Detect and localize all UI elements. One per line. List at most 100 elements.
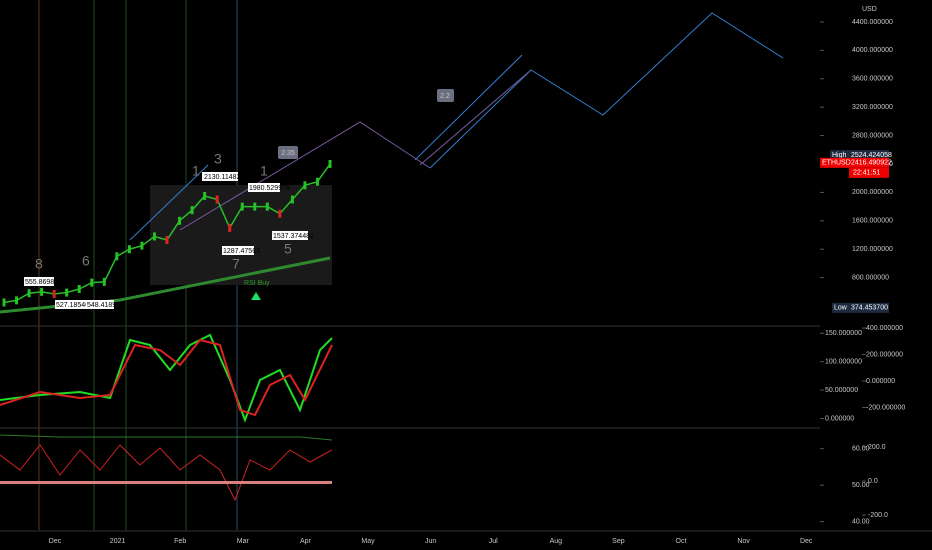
candle	[190, 206, 194, 215]
wave-label: 7	[232, 256, 240, 272]
y-tick-label: 4400.000000	[852, 19, 893, 26]
y-tick-label: 4000.000000	[852, 47, 893, 54]
y2-tick-label: 150.000000	[825, 330, 862, 337]
y-tick-label: 200.0	[868, 444, 886, 451]
buy-arrow	[251, 292, 261, 300]
y2-tick-label: 50.000000	[825, 387, 858, 394]
candle	[278, 209, 282, 218]
tag-value: 374.453700	[851, 305, 888, 312]
candle	[90, 278, 94, 287]
price-note: 527.185400	[56, 302, 93, 309]
y2-tick-label: 40.00	[852, 518, 870, 525]
candle	[15, 296, 19, 305]
price-note: 1980.529978	[249, 185, 290, 192]
wave-label: 5	[284, 241, 292, 257]
candle	[40, 287, 44, 296]
currency-label: USD	[862, 6, 877, 13]
name-tag	[830, 150, 849, 161]
x-tick-label: Dec	[800, 538, 813, 545]
annotations: 2.2 2.35 2130.114822 1980.529978 1287.47…	[24, 89, 454, 309]
candle	[215, 195, 219, 204]
y-tick-label: -200.0	[868, 512, 888, 519]
x-tick-label: Nov	[737, 538, 750, 545]
wave-label: 3	[214, 151, 222, 167]
y-tick-label: 2000.000000	[852, 189, 893, 196]
x-tick-label: May	[361, 538, 375, 545]
y-tick-label: 1600.000000	[852, 218, 893, 225]
time-tag	[849, 167, 889, 178]
price-note: 548.418945	[87, 302, 124, 309]
projections	[0, 12, 784, 314]
y-tick-label: 1200.000000	[852, 246, 893, 253]
wave-label: 1	[192, 163, 200, 179]
y2-tick-label: 50.00	[852, 482, 870, 489]
candle	[102, 277, 106, 286]
x-tick-label: Sep	[612, 538, 625, 545]
candle	[328, 159, 332, 168]
name-tag	[820, 157, 849, 168]
candle	[290, 195, 294, 204]
x-tick-label: Jun	[425, 538, 436, 545]
y-tick-label: 400.000000	[866, 325, 903, 332]
price-note: 1287.47563	[223, 248, 260, 255]
y-tick-label: -200.000000	[866, 404, 905, 411]
fib-label: 2.35	[281, 150, 295, 157]
wave-label: 1	[260, 163, 268, 179]
price-tag	[849, 157, 889, 168]
price-note: 2130.114822	[204, 174, 244, 181]
y-tick-label: 2800.000000	[852, 132, 893, 139]
tag-name: Low	[834, 305, 848, 312]
candle	[140, 241, 144, 250]
y-tick-label: 200.000000	[866, 351, 903, 358]
pane1-lines	[0, 333, 333, 423]
candle	[240, 202, 244, 211]
candle	[303, 181, 307, 190]
x-tick-label: Jul	[489, 538, 498, 545]
tag-name: High	[832, 152, 847, 159]
candle	[315, 177, 319, 186]
wave-label: 8	[35, 256, 43, 272]
price-note: 555.869813	[25, 279, 62, 286]
y-tick-label: 800.000000	[852, 274, 889, 281]
candle	[152, 232, 156, 241]
x-tick-label: 2021	[110, 538, 126, 545]
tag-value: 2524.424058	[851, 152, 892, 159]
x-tick-label: Feb	[174, 538, 186, 545]
x-tick-label: Oct	[676, 538, 687, 545]
name-tag	[832, 302, 849, 313]
candle	[253, 202, 257, 211]
price-tag	[849, 302, 889, 313]
candle	[52, 289, 56, 298]
x-tick-label: Aug	[550, 538, 563, 545]
wave-label: 6	[82, 253, 90, 269]
candle	[165, 235, 169, 244]
candle	[203, 191, 207, 200]
y2-tick-label: 100.000000	[825, 359, 862, 366]
candle	[127, 245, 131, 254]
y-tick-label: 0.0	[868, 478, 878, 485]
x-tick-label: Apr	[300, 538, 312, 545]
y2-tick-label: 0.000000	[825, 415, 854, 422]
tag-value: 2416.490922	[851, 160, 892, 167]
candle	[115, 252, 119, 261]
candle	[27, 289, 31, 298]
last-time: 22:41:51	[853, 170, 880, 177]
y2-tick-label: 60.00	[852, 446, 870, 453]
price-note: 1537.374482	[273, 233, 314, 240]
signal-label: RSI Buy	[244, 280, 270, 287]
x-tick-label: Mar	[237, 538, 250, 545]
x-tick-label: Dec	[49, 538, 62, 545]
candle	[77, 284, 81, 293]
y-tick-label: 3200.000000	[852, 104, 893, 111]
pane2-lines	[0, 434, 333, 502]
price-tag	[849, 150, 889, 161]
tag-name: ETHUSD	[822, 160, 851, 167]
candle	[65, 288, 69, 297]
candle	[228, 223, 232, 232]
candle	[178, 216, 182, 225]
y-tick-label: 3600.000000	[852, 76, 893, 83]
fib-label: 2.2	[440, 93, 450, 100]
candle	[2, 298, 6, 307]
